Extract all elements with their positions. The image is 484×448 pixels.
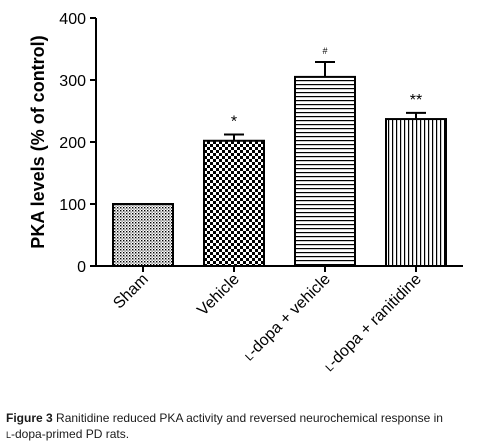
x-tick-label: L-dopa + ranitidine bbox=[321, 271, 425, 375]
figure-caption: Figure 3 Ranitidine reduced PKA activity… bbox=[6, 410, 480, 443]
bars-group: * # ** bbox=[112, 46, 447, 268]
caption-line2-prefix: L bbox=[6, 430, 12, 440]
y-tick-label: 100 bbox=[59, 197, 86, 214]
x-tick-label: Vehicle bbox=[194, 271, 243, 320]
y-tick-label: 400 bbox=[59, 11, 86, 28]
bar-1 bbox=[112, 203, 174, 267]
caption-label: Figure 3 bbox=[6, 411, 53, 425]
x-tick-label: Sham bbox=[110, 271, 152, 313]
significance-marker: ** bbox=[410, 92, 422, 109]
x-tick-label-text: dopa + vehicle bbox=[249, 271, 334, 356]
y-tick-label: 300 bbox=[59, 73, 86, 90]
bar-3 bbox=[294, 75, 356, 268]
y-tick-label: 200 bbox=[59, 135, 86, 152]
y-axis-title: PKA levels (% of control) bbox=[28, 35, 48, 248]
caption-text: Ranitidine reduced PKA activity and reve… bbox=[56, 411, 443, 425]
bar-chart: PKA levels (% of control) 0100200300400 … bbox=[28, 11, 463, 375]
x-tick-label-text: Vehicle bbox=[194, 271, 243, 320]
significance-marker: * bbox=[231, 114, 237, 131]
y-tick-label: 0 bbox=[77, 259, 86, 276]
bar-2 bbox=[203, 139, 265, 267]
x-tick-label: L-dopa + vehicle bbox=[240, 271, 333, 364]
x-tick-label-text: Sham bbox=[110, 271, 152, 313]
significance-marker: # bbox=[322, 46, 327, 56]
caption-line2-rest: -dopa-primed PD rats. bbox=[11, 427, 130, 441]
bar-4 bbox=[385, 118, 447, 267]
x-tick-label-text: dopa + ranitidine bbox=[329, 271, 425, 367]
y-axis-title-group: PKA levels (% of control) bbox=[28, 35, 48, 248]
